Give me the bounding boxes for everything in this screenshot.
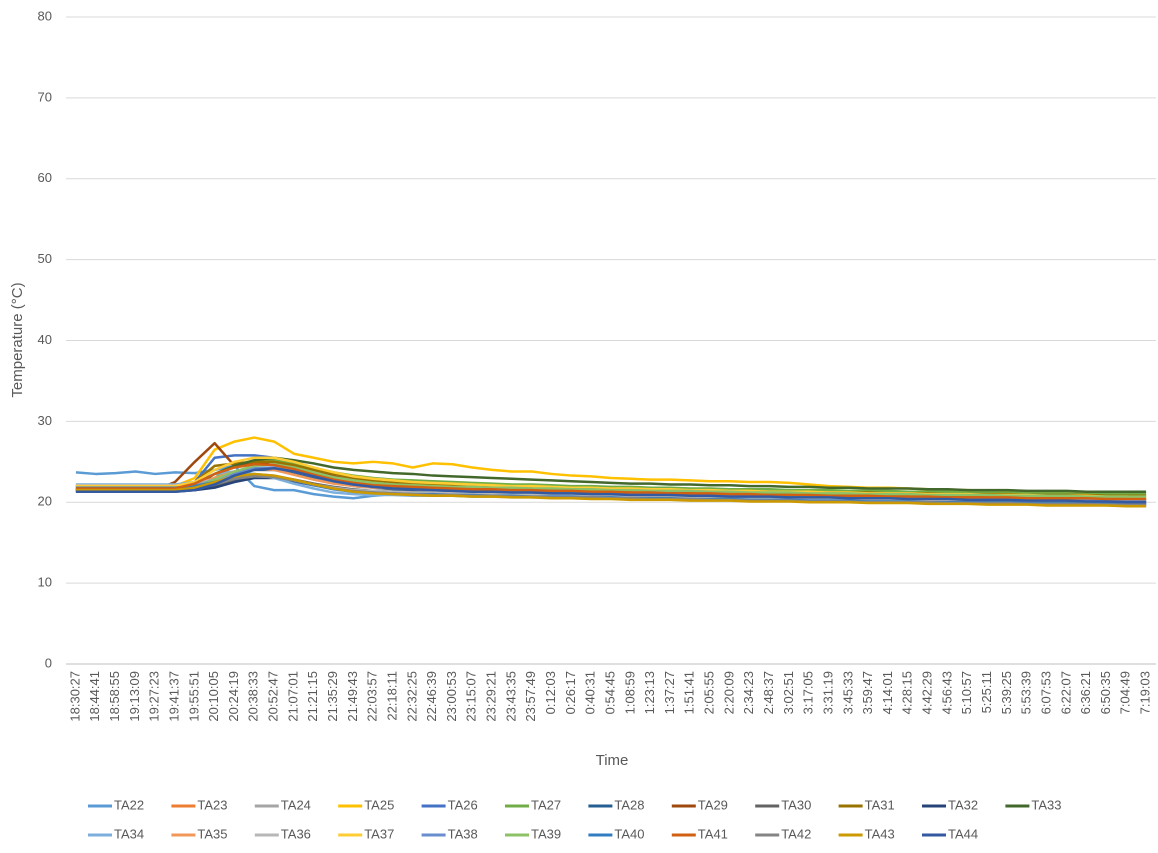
x-tick-label: 7:04:49 [1118,671,1133,714]
x-tick-label: 4:42:29 [920,671,935,714]
series-line [75,462,1147,498]
x-tick-label: 5:25:11 [979,671,994,713]
x-tick-label: 2:20:09 [721,671,736,714]
x-tick-label: 5:10:57 [959,671,974,714]
x-tick-label: 3:02:51 [781,671,796,714]
x-tick-label: 3:31:19 [820,671,835,714]
y-tick-label: 30 [38,413,52,428]
legend-label: TA36 [281,826,311,841]
x-tick-label: 20:52:47 [266,671,281,722]
legend-label: TA29 [698,797,728,812]
legend-label: TA33 [1031,797,1061,812]
legend-label: TA44 [948,826,978,841]
x-tick-label: 1:37:27 [662,671,677,714]
y-tick-label: 40 [38,332,52,347]
x-tick-label: 18:30:27 [67,671,82,722]
x-tick-label: 23:15:07 [464,671,479,722]
x-tick-label: 20:10:05 [206,671,221,722]
legend-label: TA38 [448,826,478,841]
legend-label: TA23 [197,797,227,812]
x-tick-label: 4:14:01 [880,671,895,714]
x-tick-label: 3:45:33 [840,671,855,714]
legend-label: TA28 [614,797,644,812]
y-tick-label: 60 [38,170,52,185]
x-tick-label: 21:35:29 [325,671,340,722]
x-tick-label: 23:43:35 [503,671,518,722]
legend-label: TA34 [114,826,144,841]
x-tick-label: 0:26:17 [563,671,578,714]
series-line [75,456,1147,493]
legend-label: TA27 [531,797,561,812]
x-tick-label: 19:55:51 [186,671,201,722]
legend-label: TA26 [448,797,478,812]
y-tick-label: 80 [38,8,52,23]
x-tick-label: 3:17:05 [801,671,816,714]
legend-label: TA41 [698,826,728,841]
x-tick-label: 18:44:41 [87,671,102,722]
legend-label: TA37 [364,826,394,841]
legend-label: TA40 [614,826,644,841]
x-tick-label: 6:50:35 [1098,671,1113,714]
legend-label: TA31 [865,797,895,812]
y-axis-title: Temperature (°C) [9,282,26,397]
x-tick-label: 6:07:53 [1038,671,1053,714]
x-tick-label: 22:46:39 [424,671,439,722]
series-line [75,467,1147,504]
x-tick-label: 2:05:55 [702,671,717,714]
y-tick-label: 20 [38,494,52,509]
x-tick-label: 0:54:45 [602,671,617,714]
x-tick-label: 7:19:03 [1138,671,1153,714]
x-tick-label: 22:03:57 [365,671,380,722]
legend-label: TA43 [865,826,895,841]
x-tick-label: 19:13:09 [127,671,142,722]
y-tick-label: 70 [38,89,52,104]
x-tick-label: 21:07:01 [285,671,300,722]
x-tick-label: 0:12:03 [543,671,558,714]
y-tick-label: 50 [38,251,52,266]
legend-label: TA39 [531,826,561,841]
series-line [75,472,1147,508]
x-tick-label: 0:40:31 [583,671,598,714]
x-tick-label: 23:29:21 [484,671,499,722]
legend-label: TA42 [781,826,811,841]
x-axis-title: Time [596,752,629,769]
x-tick-label: 1:23:13 [642,671,657,714]
y-tick-label: 10 [38,575,52,590]
x-tick-label: 2:48:37 [761,671,776,714]
x-tick-label: 5:53:39 [1019,671,1034,714]
x-tick-label: 20:38:33 [246,671,261,722]
x-tick-label: 23:57:49 [523,671,538,722]
x-tick-label: 18:58:55 [107,671,122,722]
x-tick-label: 1:51:41 [682,671,697,714]
x-tick-label: 20:24:19 [226,671,241,722]
x-tick-label: 2:34:23 [741,671,756,714]
y-tick-label: 0 [45,655,52,670]
x-tick-label: 19:27:23 [147,671,162,722]
x-tick-label: 23:00:53 [444,671,459,722]
legend-label: TA24 [281,797,311,812]
x-tick-label: 22:18:11 [384,671,399,721]
legend-label: TA30 [781,797,811,812]
x-tick-label: 6:22:07 [1058,671,1073,714]
x-tick-label: 21:49:43 [345,671,360,722]
series-line [75,462,1147,501]
x-tick-label: 4:28:15 [900,671,915,714]
legend-label: TA25 [364,797,394,812]
legend-label: TA32 [948,797,978,812]
x-tick-label: 1:08:59 [622,671,637,714]
x-tick-label: 19:41:37 [166,671,181,722]
x-tick-label: 5:39:25 [999,671,1014,714]
legend-label: TA35 [197,826,227,841]
x-tick-label: 4:56:43 [939,671,954,714]
x-tick-label: 6:36:21 [1078,671,1093,714]
x-tick-label: 22:32:25 [404,671,419,722]
x-tick-label: 3:59:47 [860,671,875,714]
x-tick-label: 21:21:15 [305,671,320,722]
legend-label: TA22 [114,797,144,812]
